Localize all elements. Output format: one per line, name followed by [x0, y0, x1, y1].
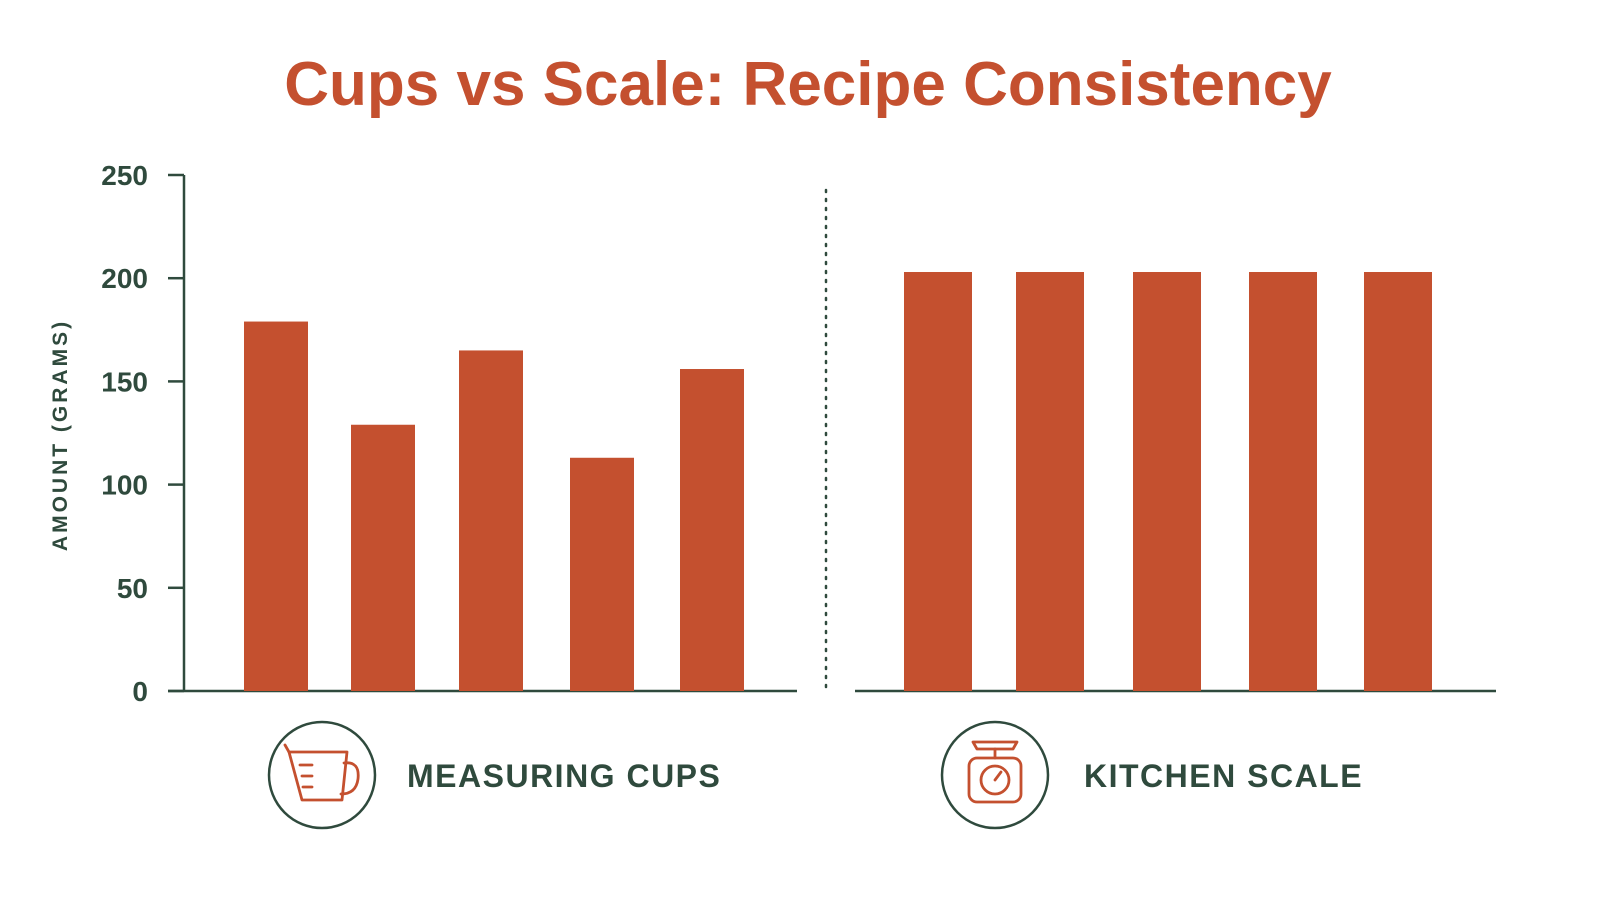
measuring-cups-bar-2 — [351, 424, 415, 691]
kitchen-scale-bar-5 — [1364, 272, 1432, 691]
measuring-cup-icon — [283, 743, 360, 802]
kitchen-scale-bar-3 — [1133, 272, 1201, 691]
y-axis-label: AMOUNT (GRAMS) — [49, 319, 72, 551]
y-tick-label: 50 — [117, 573, 148, 604]
measuring-cups-label: MEASURING CUPS — [407, 758, 721, 794]
kitchen-scale-bar-4 — [1249, 272, 1317, 691]
kitchen-scale-icon-ring — [940, 720, 1050, 830]
measuring-cups-group-label: MEASURING CUPS — [267, 720, 721, 830]
y-tick-label: 250 — [101, 160, 148, 191]
y-axis-ticks: 0 50 100 150 200 250 — [101, 160, 184, 707]
y-tick-label: 0 — [132, 676, 148, 707]
measuring-cups-bar-1 — [244, 321, 308, 691]
bars — [244, 272, 1432, 691]
kitchen-scale-group-label: KITCHEN SCALE — [940, 720, 1363, 830]
measuring-cups-bar-4 — [570, 457, 634, 691]
y-tick-label: 200 — [101, 263, 148, 294]
measuring-cups-bar-5 — [680, 369, 744, 691]
y-tick-label: 100 — [101, 470, 148, 501]
measuring-cup-icon-ring — [267, 720, 377, 830]
measuring-cups-bar-3 — [459, 350, 523, 691]
kitchen-scale-bar-2 — [1016, 272, 1084, 691]
kitchen-scale-icon — [967, 740, 1023, 804]
chart-title: Cups vs Scale: Recipe Consistency — [284, 50, 1332, 119]
kitchen-scale-label: KITCHEN SCALE — [1084, 758, 1363, 794]
kitchen-scale-bar-1 — [904, 272, 972, 691]
y-tick-label: 150 — [101, 366, 148, 397]
